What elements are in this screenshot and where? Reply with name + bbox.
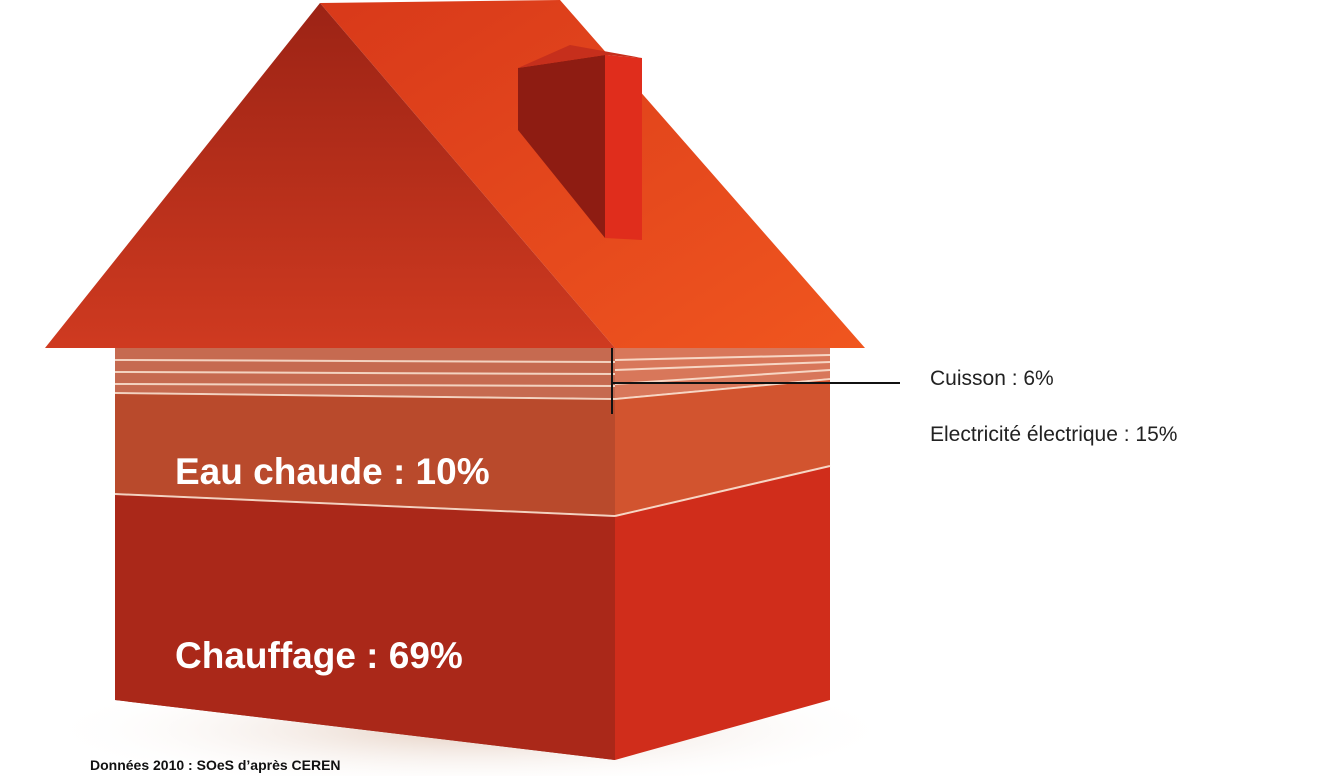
side-wall <box>614 348 831 760</box>
source: Données 2010 : SOeS d’après CEREN <box>90 757 341 773</box>
callout-label: Cuisson : 6% <box>930 367 1054 390</box>
roof <box>45 0 865 348</box>
callout-label: Electricité électrique : 15% <box>930 423 1177 446</box>
callout-line <box>611 348 900 414</box>
segment-label: Eau chaude : 10% <box>175 451 490 492</box>
chimney <box>518 45 642 240</box>
segment-label: Chauffage : 69% <box>175 635 463 676</box>
front-wall <box>114 348 616 760</box>
